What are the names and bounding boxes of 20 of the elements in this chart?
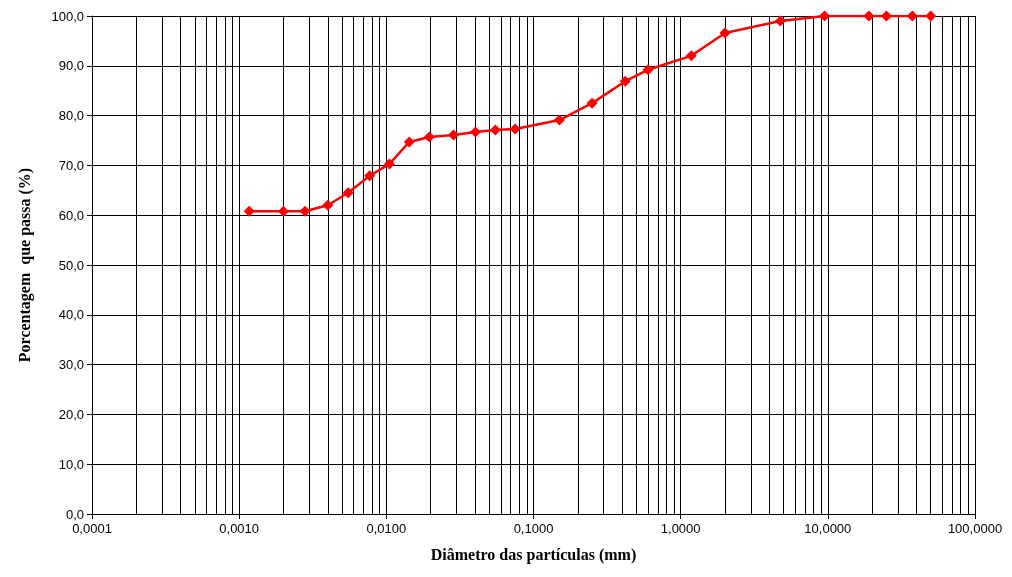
y-tick-label: 0,0 xyxy=(65,506,84,522)
x-tick-label: 1,0000 xyxy=(660,521,701,536)
y-axis-title: Porcentagem que passa (%) xyxy=(15,167,34,363)
x-tick-label: 0,0001 xyxy=(72,521,112,536)
y-tick-label: 80,0 xyxy=(58,108,84,124)
y-tick-label: 90,0 xyxy=(58,58,84,74)
y-tick-label: 40,0 xyxy=(58,307,84,323)
y-tick-label: 60,0 xyxy=(58,207,84,223)
x-tick-label: 100,0000 xyxy=(947,521,1003,536)
y-tick-label: 30,0 xyxy=(58,357,84,373)
y-tick-label: 100,0 xyxy=(51,8,84,24)
x-tick-label: 0,0100 xyxy=(366,521,407,536)
x-axis-title: Diâmetro das partículas (mm) xyxy=(430,545,637,564)
y-tick-label: 10,0 xyxy=(58,456,84,472)
x-tick-label: 10,0000 xyxy=(804,521,852,536)
y-tick-label: 20,0 xyxy=(58,406,84,422)
x-tick-label: 0,0010 xyxy=(219,521,260,536)
x-tick-label: 0,1000 xyxy=(513,521,554,536)
y-tick-label: 50,0 xyxy=(58,257,84,273)
y-tick-label: 70,0 xyxy=(58,157,84,173)
